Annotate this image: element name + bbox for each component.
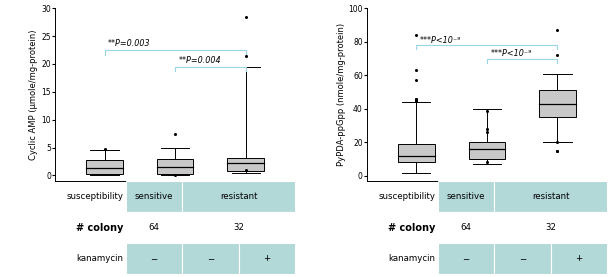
- Text: 32: 32: [233, 223, 244, 232]
- Text: 32: 32: [545, 223, 556, 232]
- Y-axis label: PyPDA-ppGpp (nmole/mg-protein): PyPDA-ppGpp (nmole/mg-protein): [337, 23, 346, 166]
- Bar: [86, 160, 123, 174]
- Bar: [182, 243, 238, 274]
- Text: −: −: [207, 254, 214, 263]
- Text: 64: 64: [460, 223, 471, 232]
- Bar: [494, 181, 607, 212]
- Text: −: −: [150, 254, 158, 263]
- Bar: [157, 159, 194, 174]
- Text: kanamycin: kanamycin: [389, 254, 435, 263]
- Text: +: +: [263, 254, 270, 263]
- Bar: [126, 181, 182, 212]
- Bar: [398, 144, 435, 163]
- Bar: [126, 243, 182, 274]
- Text: −: −: [462, 254, 470, 263]
- Bar: [438, 243, 494, 274]
- Y-axis label: Cyclic AMP (µmole/mg-protein): Cyclic AMP (µmole/mg-protein): [29, 29, 39, 160]
- Text: # colony: # colony: [76, 223, 124, 233]
- Bar: [438, 181, 494, 212]
- Text: resistant: resistant: [531, 192, 569, 201]
- Text: −: −: [519, 254, 526, 263]
- Text: **P=0.003: **P=0.003: [108, 39, 151, 48]
- Bar: [494, 243, 550, 274]
- Text: **P=0.004: **P=0.004: [178, 56, 221, 65]
- Text: +: +: [575, 254, 582, 263]
- Bar: [550, 243, 607, 274]
- Bar: [539, 90, 576, 117]
- Text: 64: 64: [148, 223, 159, 232]
- Bar: [438, 212, 494, 243]
- Text: ***P<10⁻⁹: ***P<10⁻⁹: [490, 49, 532, 58]
- Text: kanamycin: kanamycin: [77, 254, 124, 263]
- Bar: [227, 158, 264, 171]
- Text: resistant: resistant: [220, 192, 257, 201]
- Bar: [182, 212, 295, 243]
- Bar: [126, 212, 182, 243]
- Bar: [468, 142, 505, 159]
- Text: susceptibility: susceptibility: [67, 192, 124, 201]
- Bar: [182, 181, 295, 212]
- Bar: [494, 212, 607, 243]
- Bar: [238, 243, 295, 274]
- Text: sensitive: sensitive: [135, 192, 173, 201]
- Text: sensitive: sensitive: [447, 192, 485, 201]
- Text: ***P<10⁻⁹: ***P<10⁻⁹: [420, 36, 462, 45]
- Text: # colony: # colony: [388, 223, 435, 233]
- Text: susceptibility: susceptibility: [378, 192, 435, 201]
